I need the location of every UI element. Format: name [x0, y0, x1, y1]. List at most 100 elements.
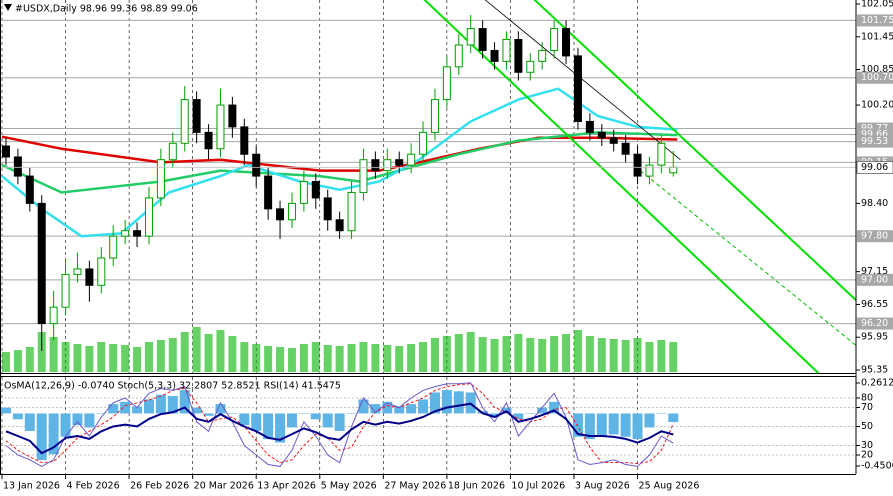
volume-bar [264, 346, 273, 372]
volume-bar [645, 342, 654, 372]
osma-bar [656, 413, 667, 414]
trendline [639, 170, 856, 346]
volume-bar [490, 339, 499, 372]
candle-body [25, 175, 34, 204]
osma-bar [418, 399, 429, 414]
volume-bar [323, 345, 332, 372]
candle-body [49, 306, 58, 325]
volume-bar [299, 344, 308, 372]
volume-bar [419, 342, 428, 372]
osma-bar [191, 407, 202, 414]
candle-body [37, 202, 46, 325]
osma-bar [596, 413, 607, 437]
x-tick-label: 4 Feb 2026 [67, 481, 120, 492]
candle-body [395, 159, 404, 166]
candle-body [657, 142, 666, 166]
osma-bar [72, 413, 83, 426]
osma-bar [298, 413, 309, 414]
osma-bar [370, 404, 381, 414]
high: 99.36 [110, 3, 137, 14]
y-tick-label: 80 [861, 393, 873, 404]
volume-bar [25, 347, 34, 372]
osma-bar [394, 406, 405, 414]
osma-bar [60, 413, 71, 437]
candle-body [359, 159, 368, 193]
volume-bar [180, 332, 189, 372]
candle-body [121, 230, 130, 237]
volume-bar [514, 334, 523, 372]
osma-bar [48, 413, 59, 455]
osma-bar [84, 413, 95, 428]
y-tick-label: 100.20 [861, 100, 893, 111]
labels: #USDX,Daily 98.96 99.36 98.89 99.06 OsMA… [4, 3, 341, 391]
osma-bar [96, 413, 107, 414]
y-tick-label: 70 [861, 402, 873, 413]
moving-average [1, 87, 678, 238]
candle-body [61, 273, 70, 308]
volume-bar [550, 336, 559, 372]
volume-bar [347, 344, 356, 372]
osma-bar [346, 413, 357, 414]
x-tick-label: 18 Jun 2026 [448, 481, 505, 492]
candle-body [454, 44, 463, 68]
x-tick-label: 13 Apr 2026 [257, 481, 316, 492]
volume-bar [395, 346, 404, 372]
x-tick-label: 20 Mar 2026 [194, 481, 254, 492]
osma-bar [429, 392, 440, 414]
candle-body [287, 202, 296, 221]
level-label-box [857, 71, 893, 84]
osma-bar [334, 413, 345, 431]
volume-bar [49, 337, 58, 372]
osma-bar [0, 407, 11, 414]
osma-label: OsMA(12,26,9) [4, 380, 75, 391]
candle-body [645, 164, 654, 177]
osma-bar [215, 404, 226, 414]
volume-bar [526, 338, 535, 372]
volume-bar [657, 340, 666, 372]
volume-bar [335, 346, 344, 372]
x-tick-label: 10 Jul 2026 [511, 481, 565, 492]
candle-body [514, 39, 523, 73]
candle-body [13, 156, 22, 177]
osma-bar [275, 413, 286, 443]
candle-body [156, 159, 165, 199]
x-tick-label: 5 May 2026 [321, 481, 377, 492]
volume-bar [478, 337, 487, 372]
osma-bar [513, 413, 524, 420]
volume-bar [311, 342, 320, 372]
level-label-box [857, 230, 893, 243]
volume-bar [466, 332, 475, 372]
rsi-line [5, 402, 674, 455]
volume-bar [633, 338, 642, 372]
candle-body [240, 126, 249, 155]
volume-bar [13, 350, 22, 372]
candle-body [502, 39, 511, 62]
y-tick-label: 97.15 [861, 266, 888, 277]
candle-body [311, 181, 320, 199]
candle-body [371, 159, 380, 172]
volume-bar [37, 332, 46, 372]
low: 98.89 [140, 3, 167, 14]
candle-body [538, 49, 547, 62]
volume-bar [85, 346, 94, 372]
candle-body [633, 153, 642, 177]
volume-bar [73, 344, 82, 372]
candle-body [347, 191, 356, 232]
level-label: 99.53 [861, 136, 888, 147]
candle-body [73, 268, 82, 275]
osma-bar [644, 413, 655, 428]
close: 99.06 [171, 3, 198, 14]
volume-bar [61, 342, 70, 372]
y-tick-label: 100.85 [861, 64, 893, 75]
candle-body [419, 131, 428, 155]
volume-bar [252, 344, 261, 372]
candle-body [85, 268, 94, 286]
rsi-value: 41.5475 [302, 380, 341, 391]
symbol: #USDX,Daily [15, 3, 77, 14]
osma-bar [36, 413, 47, 461]
x-tick-label: 13 Jan 2026 [3, 481, 60, 492]
osma-bar [251, 413, 262, 431]
stoch-signal-value: 52.8521 [221, 380, 260, 391]
